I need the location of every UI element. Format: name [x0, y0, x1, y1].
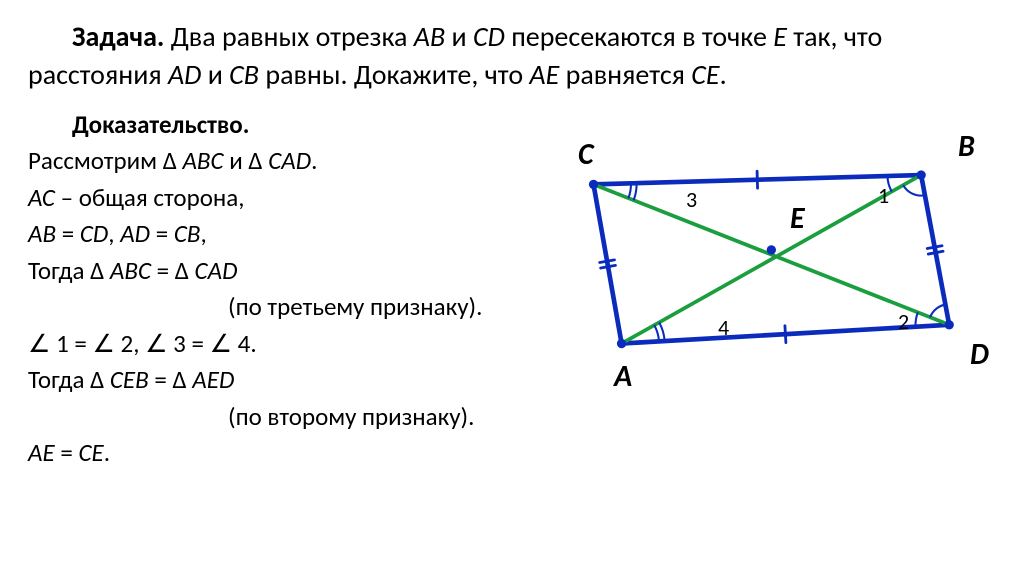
t: CEB	[110, 364, 149, 395]
problem-label: Задача.	[72, 19, 164, 54]
label-a: A	[614, 358, 632, 395]
proof-line: Рассмотрим ∆ ABC и ∆ CAD.	[28, 144, 528, 179]
label-b: B	[958, 128, 975, 165]
proof-header: Доказательство.	[28, 108, 528, 143]
t: равны. Докажите, что	[259, 57, 529, 92]
t: и	[201, 57, 229, 92]
geometry-figure: C B E A D 3 1 4 2	[528, 128, 996, 428]
t: =	[150, 218, 174, 249]
proof-line: (по третьему признаку).	[28, 290, 528, 325]
angle-1: 1	[878, 182, 889, 209]
t: ABC	[182, 145, 223, 176]
t: CD	[473, 19, 505, 54]
t: ,	[108, 218, 120, 249]
t: пересекаются в точке	[505, 19, 773, 54]
t: AD	[168, 57, 201, 92]
t: CD	[80, 218, 108, 249]
t: AD	[120, 218, 150, 249]
t: и ∆	[224, 145, 269, 176]
t: AB	[28, 218, 56, 249]
t: Рассмотрим ∆	[28, 145, 182, 176]
angle-2: 2	[898, 308, 909, 335]
proof-line: AB = CD, AD = CB,	[28, 217, 528, 252]
label-c: C	[578, 136, 594, 173]
problem-statement: Задача. Два равных отрезка AB и CD перес…	[28, 18, 996, 94]
proof-line: (по второму признаку).	[28, 400, 528, 435]
t: CB	[174, 218, 201, 249]
figure-svg	[528, 128, 996, 428]
t: .	[104, 437, 110, 468]
proof-line: ∠ 1 = ∠ 2, ∠ 3 = ∠ 4.	[28, 327, 528, 362]
angle-4: 4	[718, 314, 729, 341]
t: =	[56, 218, 80, 249]
t: CAD	[268, 145, 311, 176]
t: и	[445, 19, 473, 54]
t: – общая сторона,	[55, 182, 245, 213]
t: AB	[414, 19, 445, 54]
t: AC	[28, 182, 55, 213]
t: ,	[200, 218, 206, 249]
t: Тогда ∆	[28, 255, 110, 286]
proof-block: Доказательство. Рассмотрим ∆ ABC и ∆ CAD…	[28, 108, 528, 473]
t: Тогда ∆	[28, 364, 110, 395]
proof-line: AE = CE.	[28, 436, 528, 471]
t: AED	[192, 364, 234, 395]
t: CE	[691, 57, 719, 92]
proof-line: Тогда ∆ ABC = ∆ CAD	[28, 254, 528, 289]
t: Два равных отрезка	[171, 19, 414, 54]
t: E	[773, 19, 787, 54]
t: = ∆	[149, 364, 193, 395]
content-row: Доказательство. Рассмотрим ∆ ABC и ∆ CAD…	[28, 108, 996, 473]
t: CB	[229, 57, 259, 92]
t: =	[55, 437, 79, 468]
t: .	[720, 57, 727, 92]
t: CE	[78, 437, 103, 468]
t: CAD	[195, 255, 238, 286]
proof-line: AC – общая сторона,	[28, 181, 528, 216]
t: .	[311, 145, 317, 176]
angle-3: 3	[686, 186, 697, 213]
t: AE	[529, 57, 559, 92]
t: ABC	[110, 255, 151, 286]
t: AE	[28, 437, 55, 468]
proof-line: Тогда ∆ CEB = ∆ AED	[28, 363, 528, 398]
t: равняется	[559, 57, 691, 92]
t: = ∆	[151, 255, 195, 286]
label-e: E	[790, 200, 805, 237]
label-d: D	[970, 336, 989, 373]
